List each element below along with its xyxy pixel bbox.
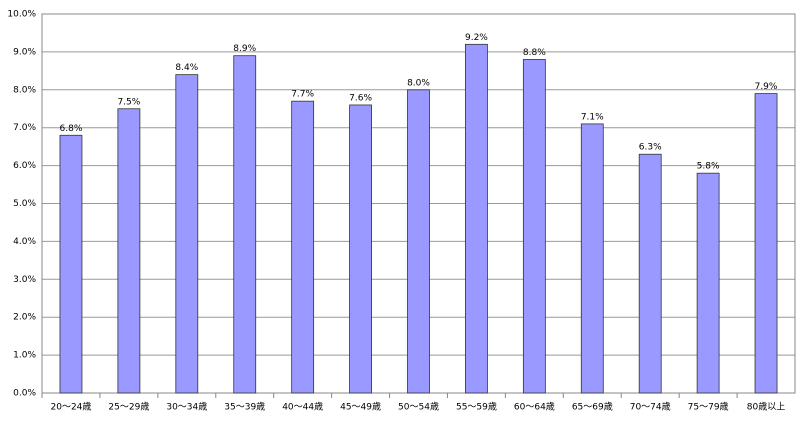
bar [465,43,488,394]
x-tick-label: 45～49歳 [340,401,381,413]
bar [291,100,315,394]
x-tick-label: 70～74歳 [630,401,671,413]
x-tick-label: 30～34歳 [166,401,207,413]
y-tick-label: 8.0% [13,85,36,95]
y-tick-label: 10.0% [7,10,36,20]
value-label: 8.0% [407,78,430,88]
y-tick-label: 0.0% [13,389,36,399]
x-tick-label: 80歳以上 [747,401,785,413]
y-tick-label: 9.0% [13,47,36,57]
value-label: 7.5% [117,97,140,107]
value-label: 6.3% [639,143,662,153]
y-tick-label: 5.0% [13,199,36,209]
bar [407,89,430,394]
value-label: 5.8% [697,162,720,172]
y-tick-label: 4.0% [13,237,36,247]
value-label: 7.9% [755,82,778,92]
x-tick-label: 40～44歳 [282,401,323,413]
x-tick-label: 35～39歳 [224,401,265,413]
x-tick-label: 60～64歳 [514,401,555,413]
bar [59,134,83,394]
bar [233,55,257,394]
x-tick-label: 65～69歳 [572,401,613,413]
y-tick-label: 6.0% [13,161,36,171]
value-label: 6.8% [60,124,83,134]
bar [117,108,141,394]
x-tick-label: 20～24歳 [51,401,92,413]
value-label: 7.1% [581,112,604,122]
bar [696,172,720,394]
bar [522,59,546,394]
x-tick-label: 55～59歳 [456,401,497,413]
y-tick-label: 7.0% [13,123,36,133]
value-label: 8.4% [175,63,198,73]
value-label: 8.9% [233,44,256,54]
y-tick-label: 2.0% [13,313,36,323]
bar [175,74,199,394]
x-tick-label: 75～79歳 [688,401,729,413]
bar [349,104,372,394]
y-tick-label: 3.0% [13,275,36,285]
bar [638,153,662,394]
bar [580,123,604,394]
y-tick-label: 1.0% [13,351,36,361]
value-label: 8.8% [523,48,546,58]
value-label: 9.2% [465,33,488,43]
bar [754,93,778,394]
x-tick-label: 50～54歳 [398,401,439,413]
x-tick-label: 25～29歳 [108,401,149,413]
value-label: 7.7% [291,90,314,100]
value-label: 7.6% [349,93,372,103]
